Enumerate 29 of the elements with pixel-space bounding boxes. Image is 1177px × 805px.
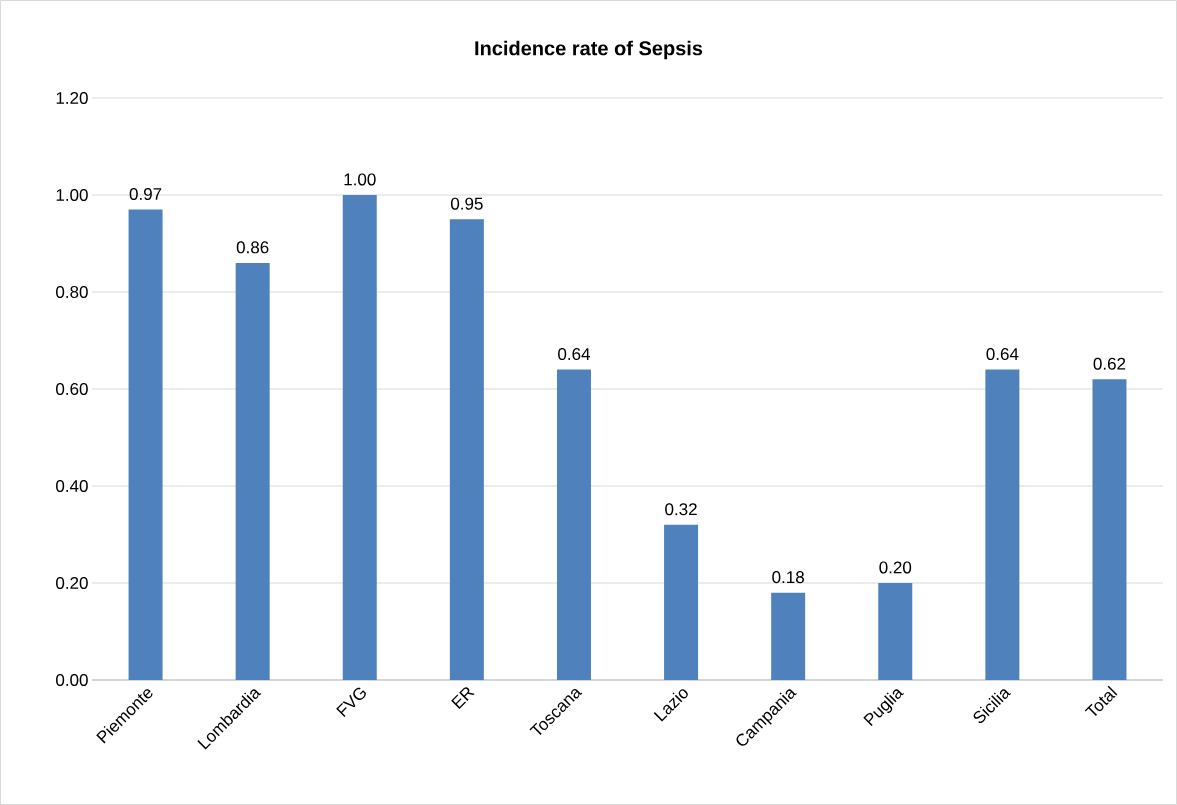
bar <box>235 262 270 680</box>
bar <box>985 369 1020 680</box>
chart-title: Incidence rate of Sepsis <box>475 40 703 60</box>
y-tick-label: 1.20 <box>56 91 88 105</box>
y-tick-label: 0.80 <box>56 285 88 299</box>
bar <box>878 582 913 680</box>
bar <box>556 369 591 680</box>
bar <box>1092 379 1127 680</box>
data-label: 0.86 <box>236 241 269 254</box>
data-label: 1.00 <box>344 173 376 186</box>
y-tick-label: 1.00 <box>56 188 88 202</box>
data-label: 0.18 <box>772 571 804 584</box>
y-tick-label: 0.60 <box>56 382 88 396</box>
data-label: 0.64 <box>558 348 591 361</box>
bar <box>128 209 163 680</box>
bar <box>664 524 699 680</box>
bar <box>342 194 377 680</box>
x-tick-label: ER <box>451 687 475 709</box>
data-label: 0.32 <box>665 503 697 516</box>
data-label: 0.97 <box>129 187 162 201</box>
y-tick-label: 0.00 <box>56 673 88 687</box>
y-tick-label: 0.40 <box>56 479 88 493</box>
bar <box>449 219 484 680</box>
data-label: 0.95 <box>450 197 483 210</box>
data-label: 0.64 <box>986 348 1019 361</box>
data-label: 0.62 <box>1093 357 1126 370</box>
y-tick-label: 0.20 <box>56 576 88 590</box>
bar <box>771 592 806 680</box>
data-label: 0.20 <box>879 561 912 574</box>
